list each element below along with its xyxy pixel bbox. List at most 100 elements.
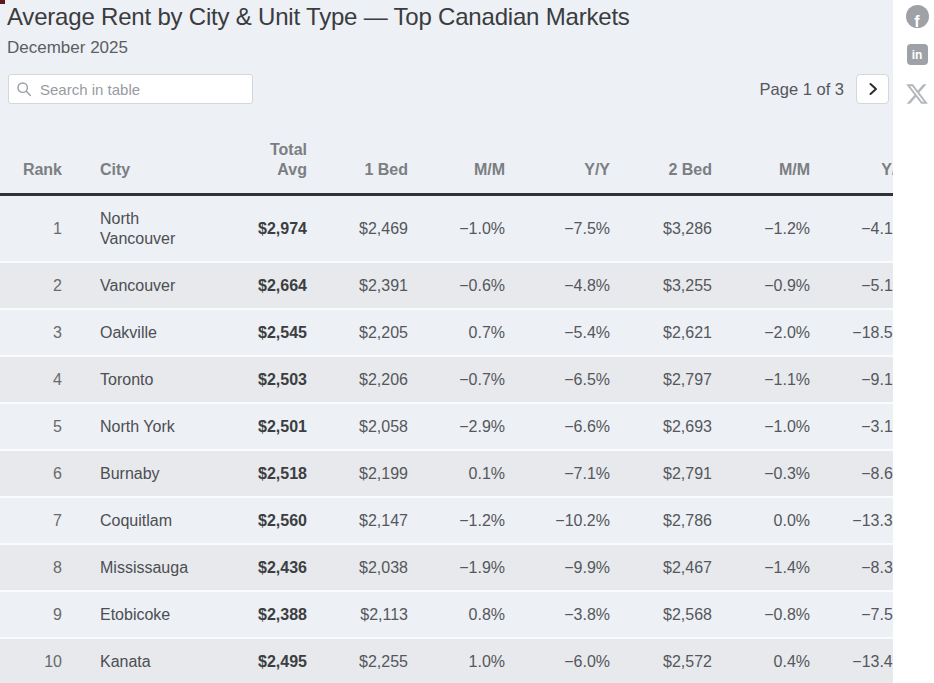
next-page-button[interactable]: [856, 74, 889, 104]
cell-one_bed_yy: −10.2%: [505, 497, 610, 544]
table-body: 1North Vancouver$2,974$2,469−1.0%−7.5%$3…: [0, 195, 893, 683]
cell-city: Mississauga: [62, 544, 195, 591]
cell-city: Oakville: [62, 309, 195, 356]
cell-one_bed_yy: −3.8%: [505, 591, 610, 638]
toolbar: Page 1 of 3: [8, 74, 889, 104]
table-row: 2Vancouver$2,664$2,391−0.6%−4.8%$3,255−0…: [0, 262, 893, 309]
cell-two_bed: $2,797: [610, 356, 712, 403]
cell-one_bed: $2,038: [307, 544, 408, 591]
cell-two_bed_mm: −1.0%: [712, 403, 810, 450]
cell-one_bed: $2,147: [307, 497, 408, 544]
cell-two_bed_yy: −8.3%: [810, 544, 893, 591]
linkedin-share-icon[interactable]: in: [907, 44, 928, 65]
page-subtitle: December 2025: [0, 38, 893, 58]
cell-city: Etobicoke: [62, 591, 195, 638]
facebook-glyph: f: [914, 14, 919, 28]
cell-two_bed: $2,621: [610, 309, 712, 356]
cell-one_bed: $2,469: [307, 195, 408, 263]
cell-one_bed: $2,391: [307, 262, 408, 309]
linkedin-glyph: in: [912, 49, 923, 61]
column-header-two_bed_yy: Y/Y: [810, 126, 893, 195]
cell-two_bed: $2,568: [610, 591, 712, 638]
x-share-icon[interactable]: [904, 82, 930, 106]
cell-two_bed_yy: −13.3%: [810, 497, 893, 544]
cell-one_bed_mm: 0.1%: [408, 450, 505, 497]
cell-city: Vancouver: [62, 262, 195, 309]
cell-two_bed: $2,791: [610, 450, 712, 497]
cell-one_bed_yy: −9.9%: [505, 544, 610, 591]
cell-one_bed_mm: −0.7%: [408, 356, 505, 403]
facebook-share-icon[interactable]: f: [906, 5, 929, 28]
chevron-right-icon: [866, 82, 880, 96]
cell-one_bed_mm: −1.0%: [408, 195, 505, 263]
cell-total_avg: $2,560: [195, 497, 307, 544]
cell-city: Burnaby: [62, 450, 195, 497]
column-header-total_avg: Total Avg: [195, 126, 307, 195]
cell-one_bed: $2,058: [307, 403, 408, 450]
table-row: 4Toronto$2,503$2,206−0.7%−6.5%$2,797−1.1…: [0, 356, 893, 403]
rent-table: RankCityTotal Avg1 BedM/MY/Y2 BedM/MY/Y …: [0, 126, 893, 683]
cell-one_bed_yy: −6.0%: [505, 638, 610, 683]
cell-one_bed_yy: −7.5%: [505, 195, 610, 263]
cell-total_avg: $2,388: [195, 591, 307, 638]
cell-rank: 10: [0, 638, 62, 683]
cell-rank: 1: [0, 195, 62, 263]
column-header-two_bed: 2 Bed: [610, 126, 712, 195]
cell-one_bed: $2,255: [307, 638, 408, 683]
cell-two_bed_mm: −1.2%: [712, 195, 810, 263]
cell-total_avg: $2,436: [195, 544, 307, 591]
table-row: 10Kanata$2,495$2,2551.0%−6.0%$2,5720.4%−…: [0, 638, 893, 683]
cell-city: Kanata: [62, 638, 195, 683]
cell-two_bed_mm: −0.8%: [712, 591, 810, 638]
column-header-rank: Rank: [0, 126, 62, 195]
column-header-one_bed_mm: M/M: [408, 126, 505, 195]
table-row: 8Mississauga$2,436$2,038−1.9%−9.9%$2,467…: [0, 544, 893, 591]
cell-total_avg: $2,503: [195, 356, 307, 403]
rent-table-widget: Average Rent by City & Unit Type — Top C…: [0, 0, 934, 683]
cell-rank: 7: [0, 497, 62, 544]
cell-one_bed_yy: −5.4%: [505, 309, 610, 356]
cell-two_bed_mm: 0.0%: [712, 497, 810, 544]
cell-two_bed_yy: −5.1%: [810, 262, 893, 309]
pagination: Page 1 of 3: [760, 74, 889, 104]
cell-city: Toronto: [62, 356, 195, 403]
cell-two_bed: $2,786: [610, 497, 712, 544]
column-header-one_bed_yy: Y/Y: [505, 126, 610, 195]
cell-two_bed_mm: −2.0%: [712, 309, 810, 356]
table-row: 3Oakville$2,545$2,2050.7%−5.4%$2,621−2.0…: [0, 309, 893, 356]
cell-one_bed: $2,199: [307, 450, 408, 497]
cell-one_bed_yy: −4.8%: [505, 262, 610, 309]
column-header-one_bed: 1 Bed: [307, 126, 408, 195]
cell-one_bed_mm: 0.7%: [408, 309, 505, 356]
corner-artifact: [0, 0, 5, 4]
social-sidebar: f in: [903, 5, 931, 106]
cell-one_bed_mm: −1.2%: [408, 497, 505, 544]
cell-city: North Vancouver: [62, 195, 195, 263]
table-header: RankCityTotal Avg1 BedM/MY/Y2 BedM/MY/Y: [0, 126, 893, 195]
cell-total_avg: $2,501: [195, 403, 307, 450]
cell-two_bed: $3,255: [610, 262, 712, 309]
search-box: [8, 74, 253, 104]
cell-total_avg: $2,495: [195, 638, 307, 683]
column-header-two_bed_mm: M/M: [712, 126, 810, 195]
table-row: 7Coquitlam$2,560$2,147−1.2%−10.2%$2,7860…: [0, 497, 893, 544]
cell-two_bed_yy: −8.6%: [810, 450, 893, 497]
cell-one_bed: $2,206: [307, 356, 408, 403]
cell-one_bed_yy: −7.1%: [505, 450, 610, 497]
cell-rank: 5: [0, 403, 62, 450]
table-row: 9Etobicoke$2,388$2,1130.8%−3.8%$2,568−0.…: [0, 591, 893, 638]
cell-two_bed: $2,693: [610, 403, 712, 450]
search-input[interactable]: [8, 74, 253, 104]
cell-two_bed_mm: −0.9%: [712, 262, 810, 309]
table-row: 6Burnaby$2,518$2,1990.1%−7.1%$2,791−0.3%…: [0, 450, 893, 497]
cell-two_bed_yy: −18.5%: [810, 309, 893, 356]
cell-rank: 3: [0, 309, 62, 356]
cell-rank: 6: [0, 450, 62, 497]
cell-two_bed_mm: −0.3%: [712, 450, 810, 497]
cell-total_avg: $2,545: [195, 309, 307, 356]
cell-one_bed_mm: 0.8%: [408, 591, 505, 638]
table-container: RankCityTotal Avg1 BedM/MY/Y2 BedM/MY/Y …: [0, 126, 893, 683]
table-row: 5North York$2,501$2,058−2.9%−6.6%$2,693−…: [0, 403, 893, 450]
cell-one_bed_yy: −6.5%: [505, 356, 610, 403]
cell-rank: 4: [0, 356, 62, 403]
